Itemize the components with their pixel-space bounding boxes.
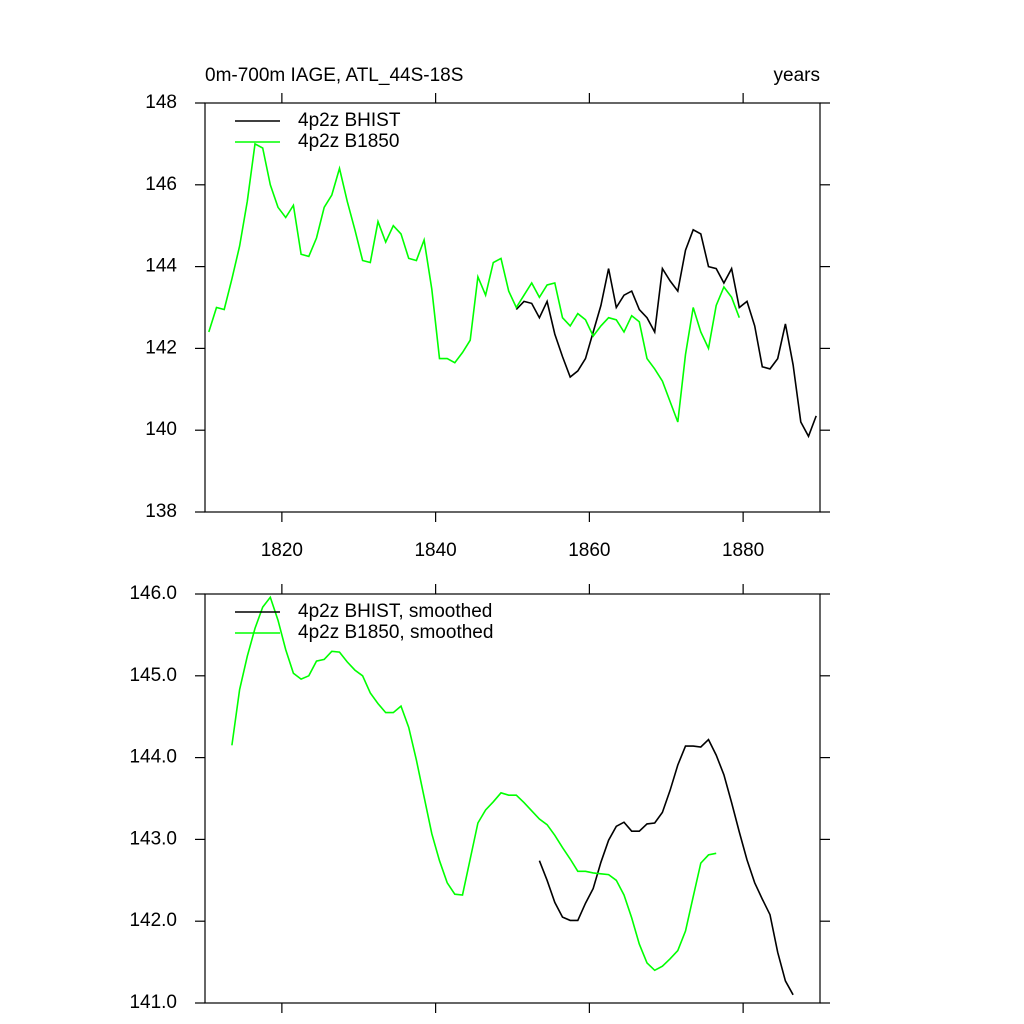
legend-label: 4p2z BHIST bbox=[298, 110, 401, 131]
y-tick-label: 142.0 bbox=[129, 910, 177, 931]
plot-frame bbox=[204, 102, 821, 513]
y-tick-label: 141.0 bbox=[129, 992, 177, 1013]
chart-title: 0m-700m IAGE, ATL_44S-18S bbox=[205, 65, 463, 86]
y-tick-label: 138 bbox=[145, 501, 177, 522]
y-tick-label: 146 bbox=[145, 174, 177, 195]
plot-frame bbox=[204, 593, 821, 1004]
x-tick-label: 1860 bbox=[568, 540, 610, 561]
y-tick-label: 143.0 bbox=[129, 828, 177, 849]
y-tick-label: 148 bbox=[145, 92, 177, 113]
data-line bbox=[515, 228, 817, 439]
y-tick-label: 144 bbox=[145, 256, 177, 277]
unit-label: years bbox=[774, 65, 820, 86]
y-tick-label: 145.0 bbox=[129, 665, 177, 686]
y-tick-label: 146.0 bbox=[129, 583, 177, 604]
x-tick-label: 1880 bbox=[722, 540, 764, 561]
data-line bbox=[538, 738, 794, 996]
y-tick-label: 140 bbox=[145, 419, 177, 440]
legend-label: 4p2z BHIST, smoothed bbox=[298, 601, 492, 622]
x-tick-label: 1820 bbox=[261, 540, 303, 561]
legend-label: 4p2z B1850 bbox=[298, 131, 399, 152]
legend-label: 4p2z B1850, smoothed bbox=[298, 622, 493, 643]
y-tick-label: 144.0 bbox=[129, 747, 177, 768]
x-tick-label: 1840 bbox=[414, 540, 456, 561]
y-tick-label: 142 bbox=[145, 337, 177, 358]
data-line bbox=[208, 142, 741, 423]
data-line bbox=[231, 595, 717, 972]
